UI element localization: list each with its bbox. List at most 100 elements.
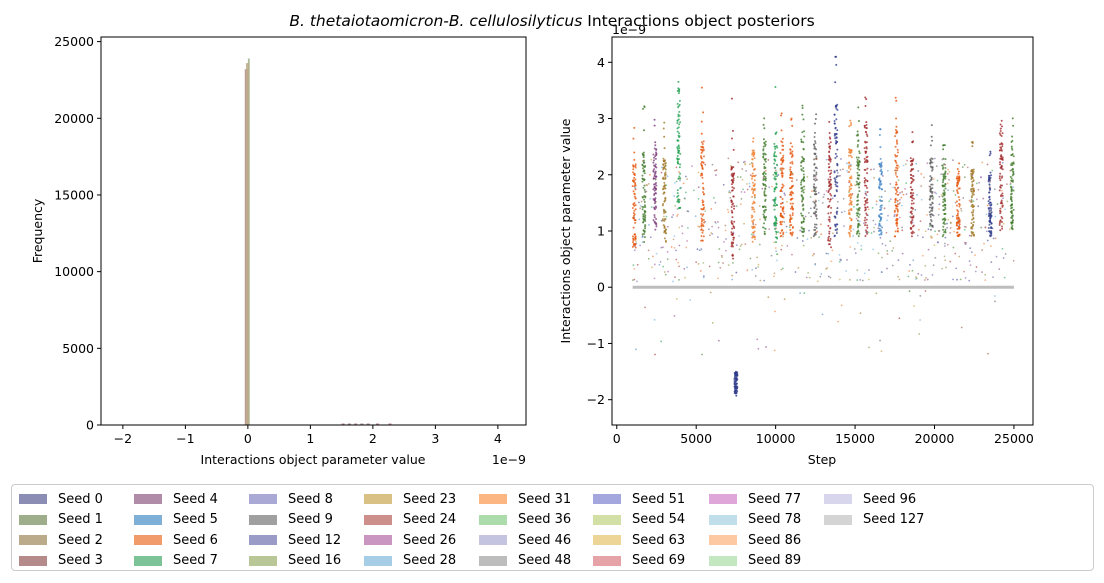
scatter-point: [895, 174, 897, 176]
legend-item: Seed 12: [249, 531, 341, 549]
scatter-point: [872, 248, 875, 251]
scatter-point-cluster-23: [931, 224, 934, 227]
scatter-point-cluster-9: [762, 152, 765, 155]
scatter-point-cluster-27: [990, 234, 993, 237]
scatter-point-cluster-19: [863, 196, 866, 199]
scatter-point: [687, 226, 689, 229]
histogram-small-bar-2: [354, 423, 358, 425]
scatter-point-cluster-28: [999, 207, 1002, 210]
scatter-point: [675, 180, 678, 183]
scatter-point-cluster-4: [679, 177, 682, 180]
scatter-point-cluster-15: [827, 191, 830, 194]
scatter-point-cluster-29: [1012, 155, 1015, 158]
scatter-point: [944, 245, 946, 247]
scatter-point-cluster-0: [631, 241, 634, 244]
scatter-point-cluster-8: [750, 188, 753, 191]
scatter-point: [952, 190, 955, 192]
scatter-point-cluster-23: [930, 135, 933, 138]
scatter-point: [918, 333, 921, 335]
scatter-point-cluster-5: [701, 182, 704, 185]
scatter-point: [775, 250, 778, 253]
scatter-point-cluster-8: [751, 215, 754, 218]
scatter-point: [994, 237, 997, 240]
scatter-point-cluster-2: [652, 161, 655, 164]
scatter-point: [774, 247, 777, 249]
scatter-point-cluster-16: [835, 63, 838, 66]
scatter-point-cluster-10: [775, 183, 778, 186]
scatter-point-cluster-2: [655, 148, 658, 151]
scatter-point-cluster-2: [652, 219, 655, 222]
scatter-point: [838, 278, 841, 281]
scatter-point-cluster-27: [987, 215, 990, 218]
scatter-point: [727, 157, 730, 160]
scatter-point-cluster-24: [944, 228, 947, 231]
scatter-point: [985, 230, 988, 233]
scatter-point-cluster-2: [654, 192, 657, 195]
scatter-point: [856, 242, 859, 244]
scatter-point-cluster-4: [677, 115, 680, 118]
scatter-point: [972, 200, 975, 203]
scatter-point-cluster-0: [634, 197, 637, 200]
legend-label: Seed 48: [518, 553, 572, 568]
scatter-point-cluster-0: [633, 176, 636, 179]
legend-item: Seed 26: [364, 531, 456, 549]
scatter-point: [943, 242, 946, 245]
scatter-point-cluster-9: [762, 149, 765, 152]
legend-label: Seed 36: [518, 512, 572, 527]
scatter-point-cluster-17: [848, 181, 851, 184]
scatter-point: [639, 204, 642, 207]
scatter-point-cluster-16: [834, 180, 837, 183]
scatter-point-cluster-17: [847, 231, 850, 234]
scatter-point-cluster-1: [643, 184, 646, 187]
scatter-point-cluster-10: [773, 204, 776, 207]
scatter-point-cluster-4: [678, 175, 681, 178]
scatter-point: [739, 176, 742, 179]
scatter-point-cluster-13: [800, 190, 803, 193]
scatter-point: [740, 198, 743, 200]
scatter-point-cluster-19: [866, 230, 869, 233]
scatter-point-cluster-22: [912, 192, 915, 195]
scatter-point-cluster-2: [654, 141, 657, 144]
scatter-point-cluster-5: [701, 176, 704, 179]
scatter-point-cluster-21: [895, 188, 898, 191]
scatter-point-cluster-24: [942, 178, 945, 181]
scatter-point: [915, 276, 918, 279]
legend-item: Seed 69: [593, 552, 685, 570]
scatter-point-cluster-12: [791, 212, 794, 215]
scatter-point-cluster-19: [865, 131, 868, 134]
scatter-point-cluster-4: [677, 118, 680, 121]
scatter-point-cluster-18: [857, 225, 860, 228]
legend-label: Seed 54: [632, 512, 686, 527]
legend-swatch: [709, 514, 737, 525]
scatter-point-cluster-21: [896, 151, 899, 154]
scatter-point-cluster-19: [864, 152, 867, 155]
scatter-axes-frame: [611, 36, 1034, 426]
scatter-point-cluster-28: [998, 224, 1001, 227]
scatter-point-cluster-4: [679, 187, 682, 190]
scatter-point-cluster-16: [836, 169, 839, 172]
scatter-point-cluster-20: [880, 182, 883, 185]
scatter-point: [870, 232, 873, 234]
scatter-point-cluster-22: [910, 212, 913, 215]
scatter-point-cluster-4: [679, 163, 682, 166]
scatter-point-cluster-24: [944, 206, 947, 209]
scatter-point: [839, 258, 842, 261]
scatter-point: [934, 230, 936, 233]
scatter-point: [921, 236, 924, 239]
scatter-point-cluster-23: [931, 206, 934, 209]
scatter-point-cluster-3: [661, 218, 664, 221]
scatter-point-cluster-17: [850, 207, 853, 210]
scatter-point-cluster-6: [732, 238, 735, 241]
scatter-point-cluster-2: [654, 170, 657, 173]
scatter-point: [925, 276, 927, 279]
scatter-point-cluster-17: [849, 197, 852, 200]
scatter-point: [735, 205, 738, 208]
scatter-ytick-label-0: −2: [587, 392, 605, 407]
scatter-point-cluster-14: [814, 152, 817, 155]
scatter-point-cluster-5: [702, 203, 705, 206]
scatter-point-cluster-20: [880, 163, 883, 166]
scatter-point: [655, 252, 658, 255]
scatter-point: [924, 290, 927, 292]
scatter-point: [920, 198, 923, 201]
scatter-point-cluster-5: [702, 235, 705, 238]
